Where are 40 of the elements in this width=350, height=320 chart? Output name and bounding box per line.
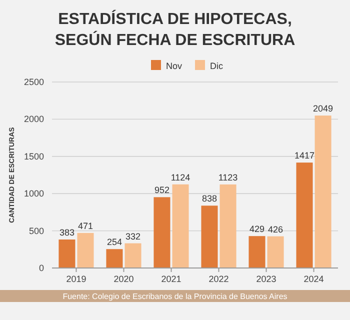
bar	[201, 206, 218, 268]
x-tick-label: 2023	[256, 274, 276, 284]
bar	[296, 162, 313, 268]
x-tick-label: 2020	[114, 274, 134, 284]
data-label: 1124	[170, 172, 190, 182]
bar	[248, 236, 266, 268]
legend-label: Dic	[210, 61, 224, 71]
bar	[314, 116, 332, 268]
data-label: 952	[154, 185, 170, 196]
bar	[58, 240, 76, 268]
data-label: 332	[125, 231, 141, 242]
bar	[77, 232, 94, 268]
y-tick-label: 1000	[24, 188, 44, 199]
data-label: 2049	[313, 104, 334, 114]
bar	[220, 184, 236, 268]
data-label: 254	[106, 237, 122, 248]
x-tick-label: 2022	[208, 274, 229, 284]
bar	[106, 249, 123, 268]
y-tick-label: 1500	[24, 151, 44, 162]
data-label: 1417	[294, 150, 315, 161]
y-tick-label: 2000	[24, 114, 44, 124]
x-tick-label: 2024	[304, 274, 324, 284]
data-label: 429	[249, 224, 265, 234]
bar	[267, 236, 284, 268]
data-label: 471	[78, 220, 94, 231]
y-tick-label: 500	[28, 226, 44, 236]
source-note: Fuente: Colegio de Escribanos de la Provincia de Buenos Aires	[62, 292, 288, 301]
data-label: 426	[268, 224, 284, 234]
data-label: 383	[59, 228, 74, 238]
y-tick-label: 0	[38, 263, 44, 273]
data-label: 838	[202, 194, 218, 204]
legend-label: Nov	[166, 61, 183, 71]
bar	[154, 197, 170, 268]
y-tick-label: 2500	[24, 77, 44, 87]
data-label: 1123	[218, 172, 238, 182]
chart-title: ESTADÍSTICA DE HIPOTECAS, SEGÚN FECHA DE ESCRITURA	[54, 9, 296, 49]
bar	[124, 243, 142, 268]
x-tick-label: 2021	[161, 274, 182, 284]
x-tick-label: 2019	[66, 274, 86, 284]
bar	[172, 184, 189, 268]
